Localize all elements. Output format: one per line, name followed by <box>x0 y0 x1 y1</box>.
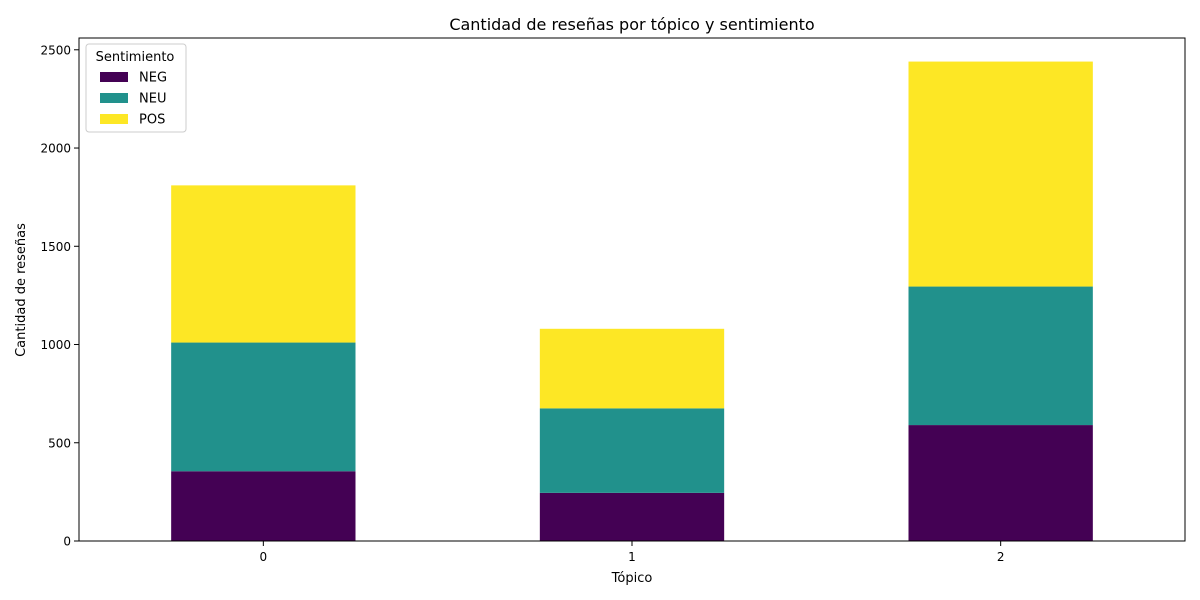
plot-frame <box>78 37 1186 542</box>
x-axis-label: Tópico <box>611 571 653 586</box>
legend-swatch-neg <box>100 72 128 82</box>
bar-neg-1 <box>539 492 725 541</box>
y-tick-label: 2000 <box>40 142 71 156</box>
x-tick-label: 1 <box>628 550 636 564</box>
y-tick-label: 1000 <box>40 338 71 352</box>
x-tick-label: 0 <box>260 550 268 564</box>
legend-label-neg: NEG <box>139 71 167 86</box>
bar-neg-0 <box>171 471 356 541</box>
legend-label-neu: NEU <box>139 92 166 107</box>
legend-swatch-pos <box>100 114 128 124</box>
y-tick-label: 0 <box>63 535 71 549</box>
y-tick-label: 500 <box>48 436 71 450</box>
legend-title: Sentimiento <box>96 50 175 65</box>
bar-neu-0 <box>171 342 356 472</box>
bar-neu-1 <box>539 408 725 493</box>
x-tick-label: 2 <box>997 550 1005 564</box>
y-tick-label: 1500 <box>40 240 71 254</box>
plot-area <box>78 37 1186 542</box>
legend-box <box>85 43 187 133</box>
bars <box>171 61 1093 541</box>
bar-pos-0 <box>171 185 356 343</box>
y-axis: 0 500 1000 1500 2000 2500 <box>40 43 79 549</box>
legend-label-pos: POS <box>139 113 165 128</box>
legend-swatch-neu <box>100 93 128 103</box>
y-tick-label: 2500 <box>40 43 71 57</box>
bar-neg-2 <box>908 425 1093 541</box>
y-axis-label: Cantidad de reseñas <box>14 223 29 357</box>
bar-pos-2 <box>908 61 1093 287</box>
bar-neu-2 <box>908 286 1093 426</box>
chart-title: Cantidad de reseñas por tópico y sentimi… <box>449 15 814 34</box>
bar-pos-1 <box>539 328 725 409</box>
x-axis: 0 1 2 <box>260 541 1005 564</box>
legend: Sentimiento NEG NEU POS <box>85 43 187 133</box>
